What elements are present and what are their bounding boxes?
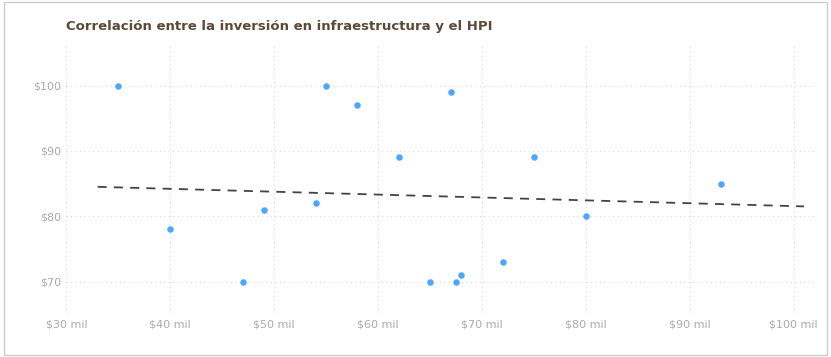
- Point: [715, 181, 728, 186]
- Point: [450, 279, 463, 285]
- Point: [445, 89, 458, 95]
- Point: [424, 279, 437, 285]
- Point: [164, 226, 177, 232]
- Point: [351, 102, 364, 108]
- Point: [579, 213, 593, 219]
- Point: [309, 200, 322, 206]
- Point: [455, 272, 468, 278]
- Point: [528, 155, 541, 160]
- Point: [258, 207, 271, 212]
- Point: [112, 83, 125, 89]
- Point: [237, 279, 250, 285]
- Point: [496, 259, 509, 265]
- Point: [392, 155, 406, 160]
- Point: [319, 83, 332, 89]
- Text: Correlación entre la inversión en infraestructura y el HPI: Correlación entre la inversión en infrae…: [66, 20, 493, 33]
